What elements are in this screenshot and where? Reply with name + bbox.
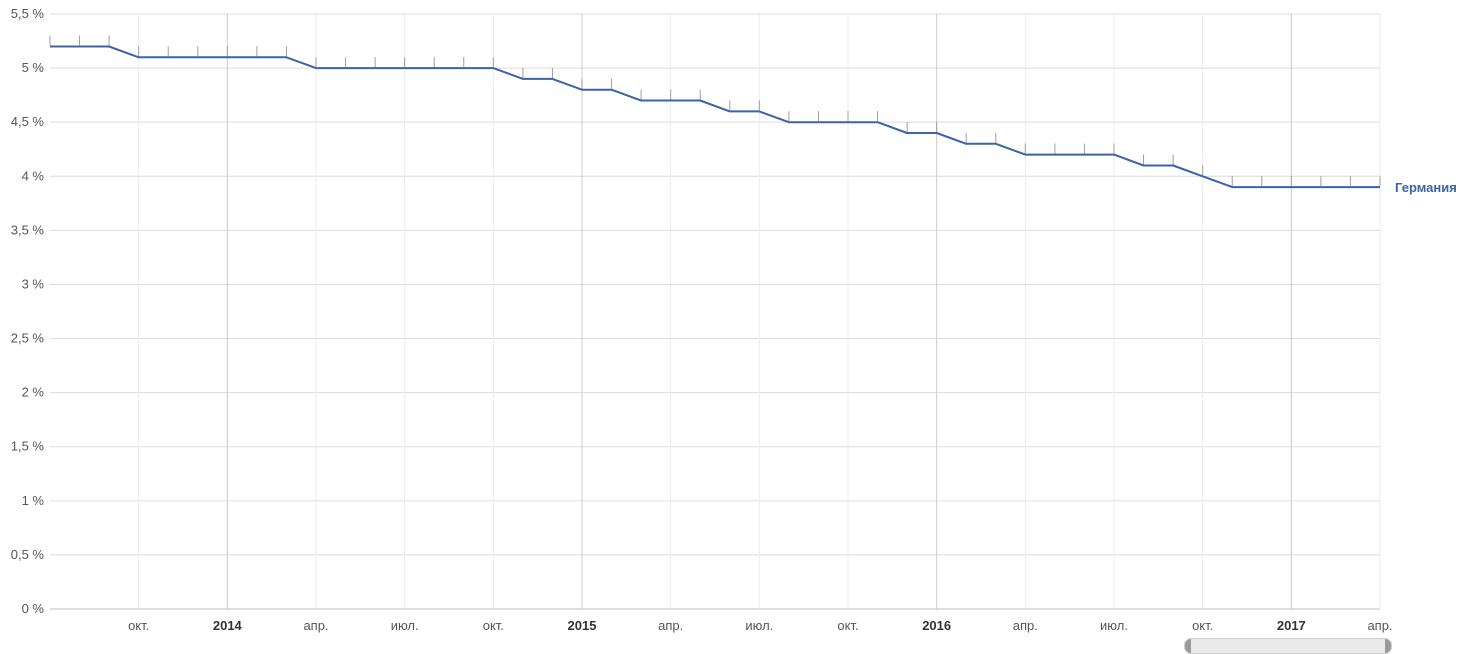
y-tick-label: 3,5 % [11,222,45,237]
y-tick-label: 1 % [22,493,45,508]
y-tick-label: 0,5 % [11,547,45,562]
x-tick-label: апр. [1013,618,1038,633]
y-tick-label: 4,5 % [11,114,45,129]
grid [50,13,1381,610]
y-tick-label: 5 % [22,60,45,75]
y-tick-label: 0 % [22,601,45,616]
x-tick-label: окт. [128,618,149,633]
data-point-markers [49,35,1381,187]
series-label: Германия [1395,180,1457,195]
x-tick-label: окт. [1192,618,1213,633]
x-tick-label: июл. [1100,618,1128,633]
y-tick-label: 4 % [22,168,45,183]
x-tick-label: 2017 [1277,618,1306,633]
series-line[interactable] [50,45,1380,189]
x-tick-label: апр. [303,618,328,633]
y-tick-label: 1,5 % [11,439,45,454]
x-tick-label: июл. [391,618,419,633]
range-scrollbar-handle[interactable] [1184,638,1392,654]
x-tick-label: апр. [658,618,683,633]
x-tick-label: 2014 [213,618,243,633]
x-tick-label: июл. [745,618,773,633]
series-lines[interactable] [50,45,1380,189]
y-tick-label: 5,5 % [11,6,45,21]
x-tick-label: окт. [483,618,504,633]
x-tick-label: окт. [837,618,858,633]
x-tick-label: 2015 [568,618,597,633]
x-tick-label: 2016 [922,618,951,633]
x-axis: окт. 2014 апр. июл. окт. 2015 апр. июл. окт. 2016… [128,618,1392,633]
series-labels: Германия [1395,180,1457,195]
x-tick-label: апр. [1367,618,1392,633]
y-tick-label: 2,5 % [11,331,45,346]
y-axis: 0 % 0,5 % 1 % 1,5 % 2 % 2,5 % 3 % 3,5 % 4 % 4,5 %… [11,6,45,616]
y-tick-label: 2 % [22,385,45,400]
y-tick-label: 3 % [22,276,45,291]
